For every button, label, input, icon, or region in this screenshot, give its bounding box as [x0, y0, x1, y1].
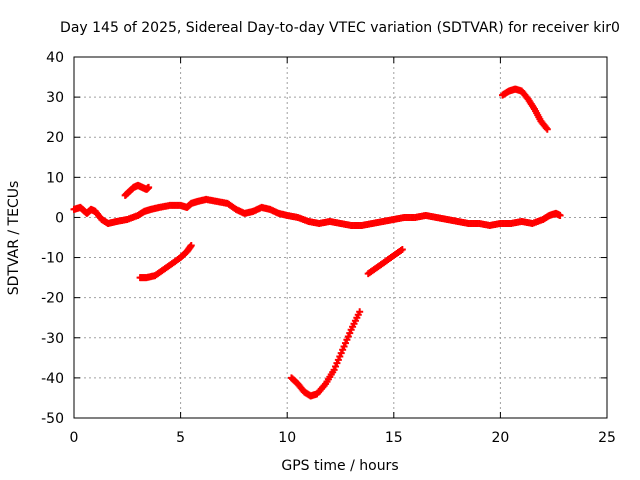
x-tick-labels: 0 5 10 15 20 25: [70, 430, 616, 446]
x-axis-label: GPS time / hours: [281, 458, 398, 474]
x-tick-label: 0: [70, 430, 79, 446]
series-arc-rise-2: [364, 246, 406, 278]
series-arc-dip: [287, 308, 364, 400]
y-tick-labels: -50 -40 -30 -20 -10 0 10 20 30 40: [41, 50, 64, 427]
x-tick-label: 10: [278, 430, 296, 446]
grid-lines: [74, 57, 607, 418]
x-tick-label: 25: [598, 430, 616, 446]
data-points: [70, 85, 564, 400]
plot-frame: [73, 56, 608, 419]
y-tick-label: 0: [55, 210, 64, 226]
y-tick-label: -20: [41, 291, 64, 307]
y-tick-label: -40: [41, 371, 64, 387]
data-point: [145, 183, 153, 191]
x-tick-label: 20: [491, 430, 509, 446]
y-tick-label: -10: [41, 251, 64, 267]
y-tick-label: 30: [46, 90, 64, 106]
series-arc-rise-1: [136, 242, 195, 282]
data-point: [356, 308, 364, 316]
y-tick-label: -50: [41, 411, 64, 427]
chart-title: Day 145 of 2025, Sidereal Day-to-day VTE…: [60, 20, 620, 36]
data-point: [543, 125, 551, 133]
series-main-band: [70, 195, 564, 229]
y-tick-label: -30: [41, 331, 64, 347]
x-tick-label: 5: [176, 430, 185, 446]
data-point: [187, 242, 195, 250]
data-point: [556, 211, 564, 219]
series-arc-late: [499, 85, 551, 133]
y-tick-label: 20: [46, 130, 64, 146]
y-tick-label: 10: [46, 170, 64, 186]
axis-ticks: [73, 56, 608, 419]
series-arc-early: [121, 181, 153, 199]
y-axis-label: SDTVAR / TECUs: [6, 181, 22, 296]
y-tick-label: 40: [46, 50, 64, 66]
data-point: [398, 246, 406, 254]
x-tick-label: 15: [385, 430, 403, 446]
